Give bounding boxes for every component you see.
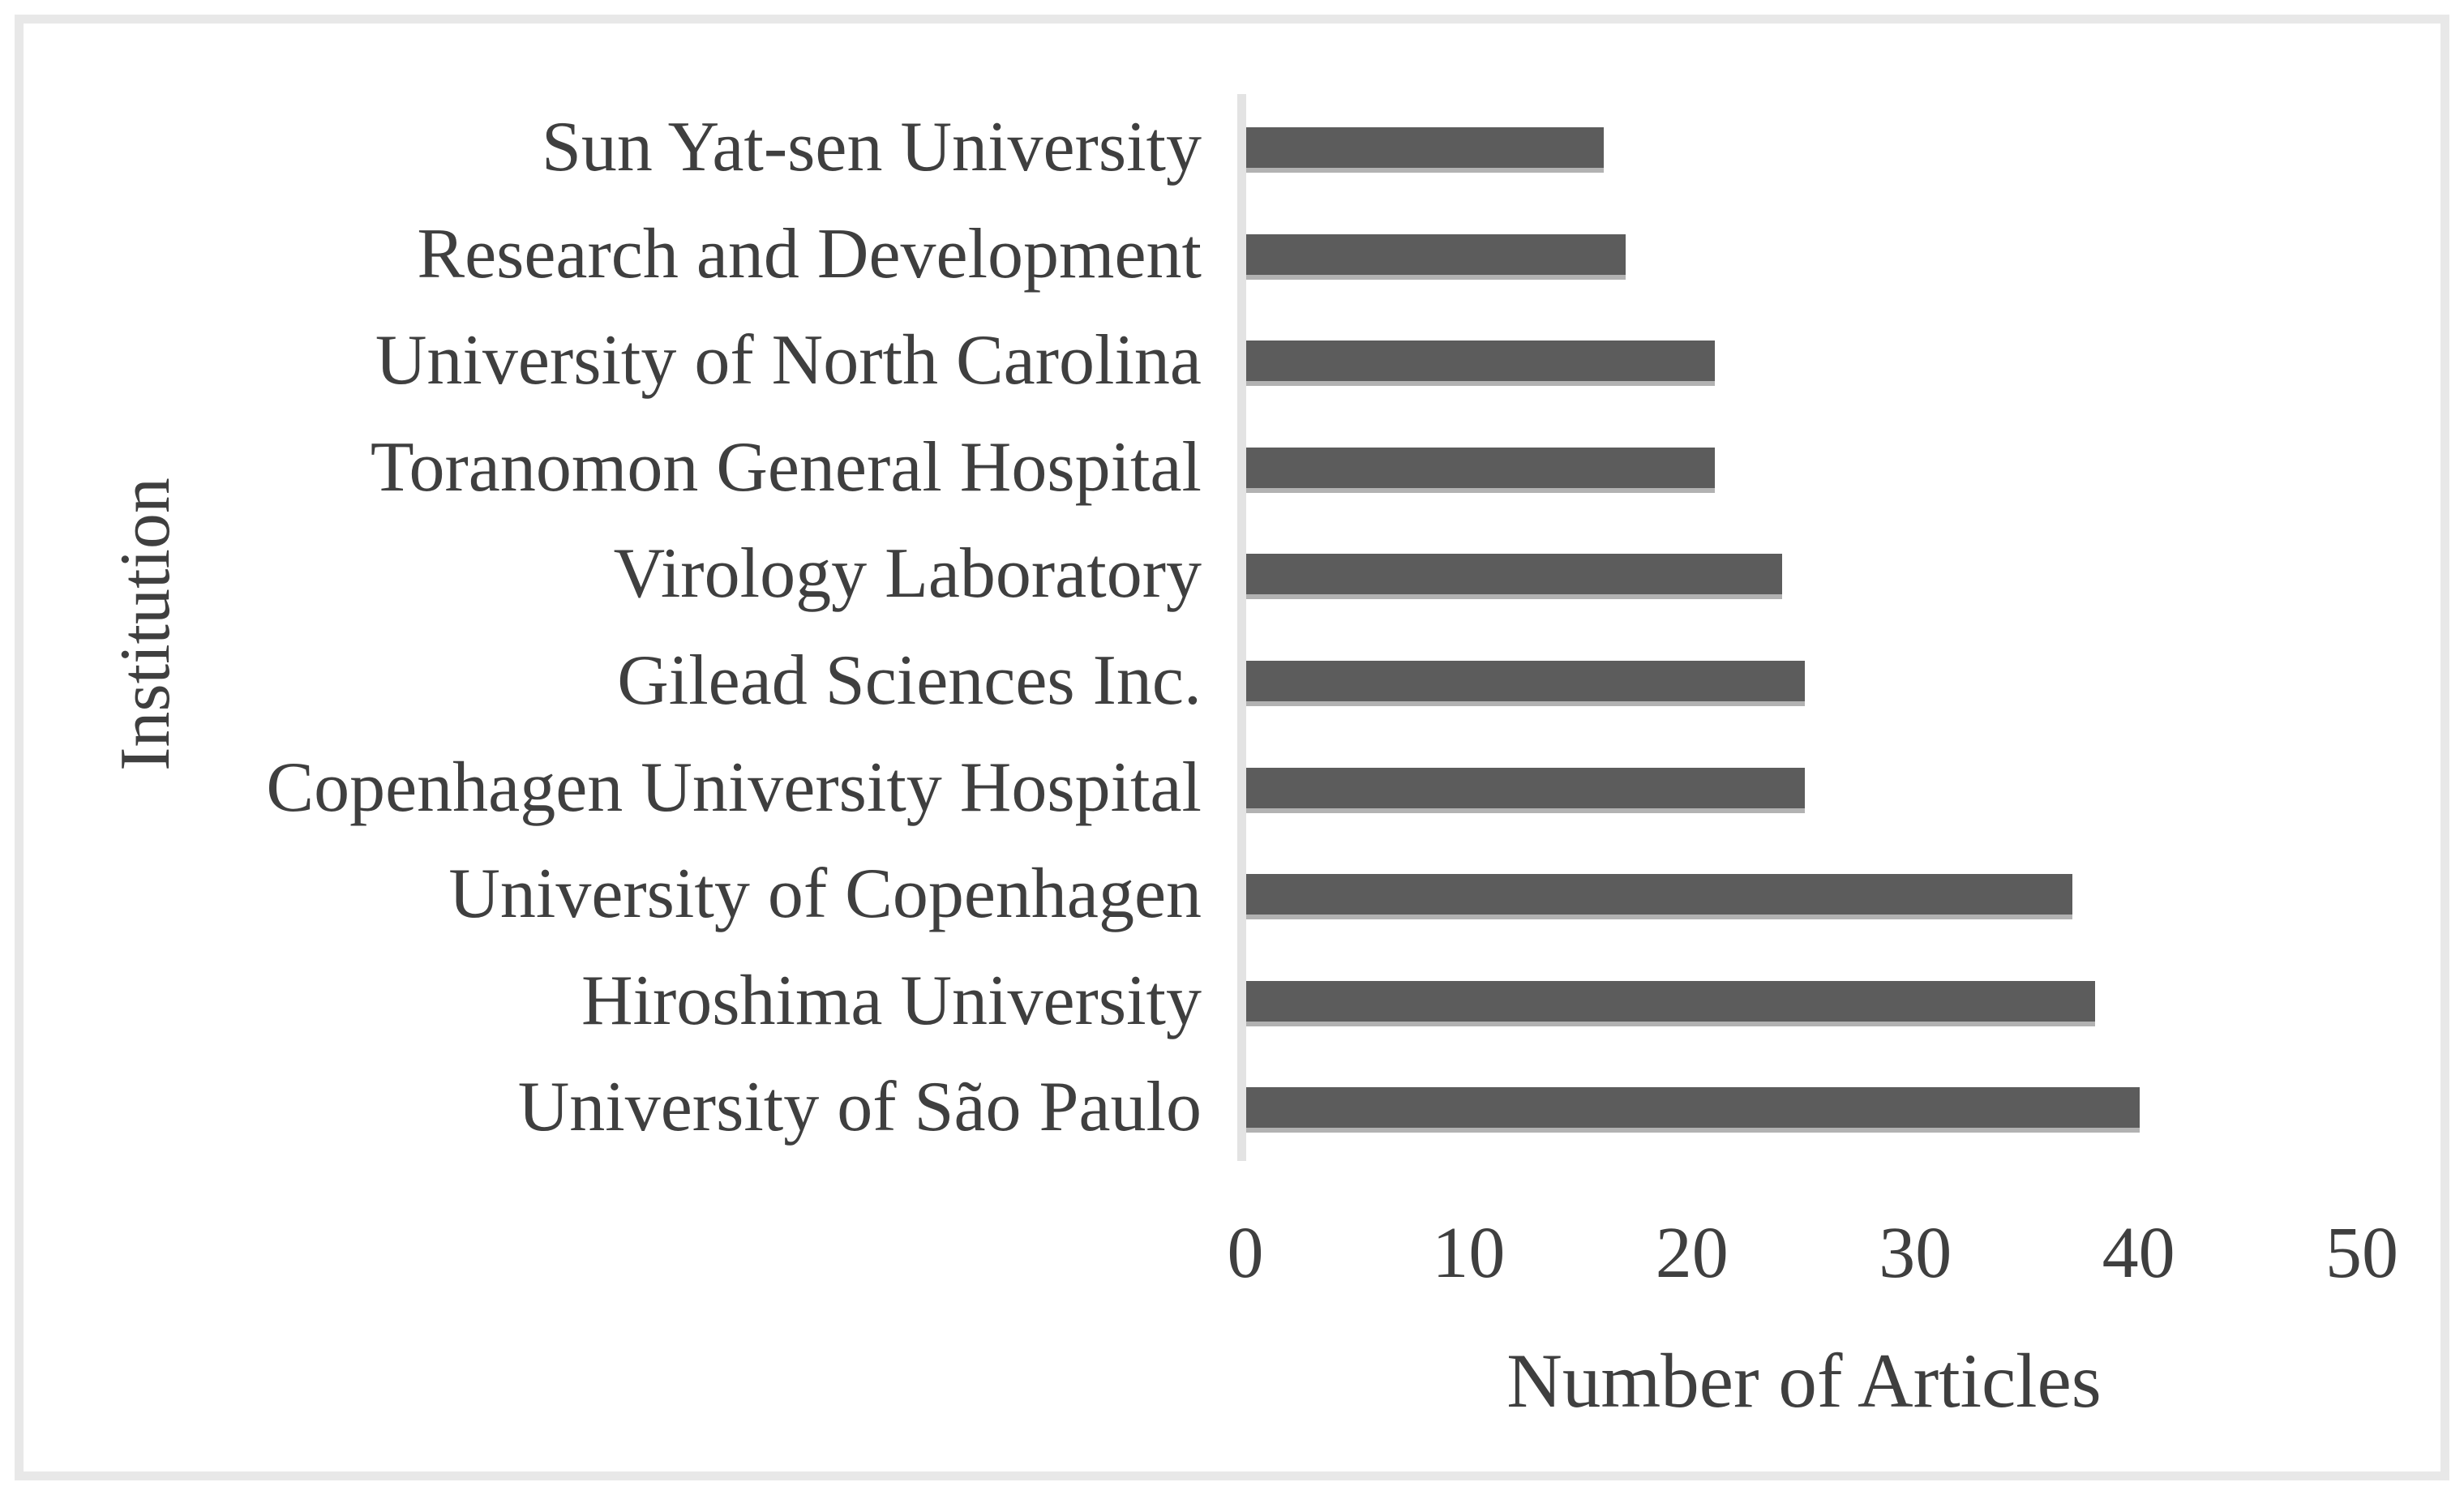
x-tick-label: 30 [1879,1213,1952,1293]
bar [1246,233,1626,275]
chart-row: Research and Development [0,201,2464,308]
chart-row: Hiroshima University [0,948,2464,1055]
bar [1246,127,1604,168]
chart-row: University of Copenhagen [0,841,2464,948]
bar [1246,1087,2140,1129]
x-axis-title: Number of Articles [1506,1338,2102,1424]
category-label: University of Copenhagen [448,855,1202,934]
chart-row: University of São Paulo [0,1054,2464,1161]
chart-row: Toranomon General Hospital [0,414,2464,521]
category-label: Virology Laboratory [613,534,1202,614]
x-tick-label: 10 [1432,1213,1506,1293]
bar [1246,767,1805,808]
category-label: Research and Development [417,214,1202,293]
x-axis-ticks: 0 10 20 30 40 50 [0,1214,2464,1304]
chart-row: Virology Laboratory [0,520,2464,628]
bar [1246,341,1715,382]
plot-area: Sun Yat-sen University Research and Devel… [0,94,2464,1161]
bar [1246,447,1715,488]
bar [1246,980,2095,1022]
category-label: Sun Yat-sen University [541,108,1202,186]
bar [1246,874,2072,915]
category-label: University of North Carolina [375,321,1202,401]
bar [1246,554,1782,595]
category-label: Hiroshima University [581,961,1202,1040]
category-label: Copenhagen University Hospital [266,748,1202,827]
chart-row: Gilead Sciences Inc. [0,628,2464,735]
chart-row: Sun Yat-sen University [0,94,2464,201]
x-tick-label: 20 [1655,1213,1729,1293]
category-label: University of São Paulo [517,1068,1202,1147]
category-label: Toranomon General Hospital [370,427,1202,507]
chart-row: Copenhagen University Hospital [0,735,2464,842]
x-tick-label: 40 [2102,1213,2175,1293]
x-tick-label: 50 [2325,1213,2398,1293]
y-axis-line [1237,94,1246,1161]
category-label: Gilead Sciences Inc. [617,641,1202,720]
chart-row: University of North Carolina [0,307,2464,414]
bar [1246,661,1805,701]
x-tick-label: 0 [1227,1213,1264,1293]
